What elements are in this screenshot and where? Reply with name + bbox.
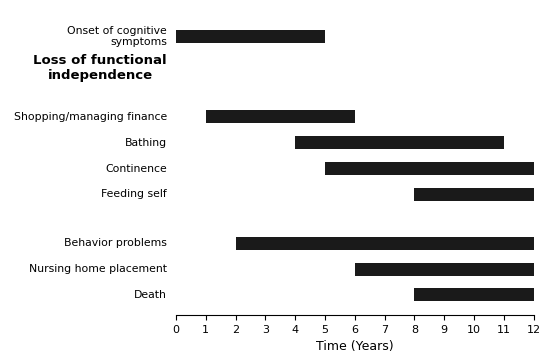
Bar: [206, 111, 355, 124]
Bar: [176, 30, 325, 43]
Text: Shopping/managing finance: Shopping/managing finance: [14, 112, 167, 122]
Text: Loss of functional
independence: Loss of functional independence: [34, 54, 167, 82]
Text: Nursing home placement: Nursing home placement: [29, 264, 167, 274]
Bar: [414, 188, 534, 201]
Text: Bathing: Bathing: [125, 138, 167, 148]
Text: Onset of cognitive
symptoms: Onset of cognitive symptoms: [67, 26, 167, 47]
Text: Death: Death: [134, 290, 167, 300]
Bar: [355, 263, 534, 276]
Bar: [414, 289, 534, 301]
Text: Feeding self: Feeding self: [101, 189, 167, 199]
Bar: [325, 162, 534, 175]
Text: Behavior problems: Behavior problems: [64, 238, 167, 248]
Bar: [295, 136, 504, 149]
X-axis label: Time (Years): Time (Years): [316, 340, 394, 353]
Bar: [235, 237, 534, 250]
Text: Continence: Continence: [105, 164, 167, 174]
